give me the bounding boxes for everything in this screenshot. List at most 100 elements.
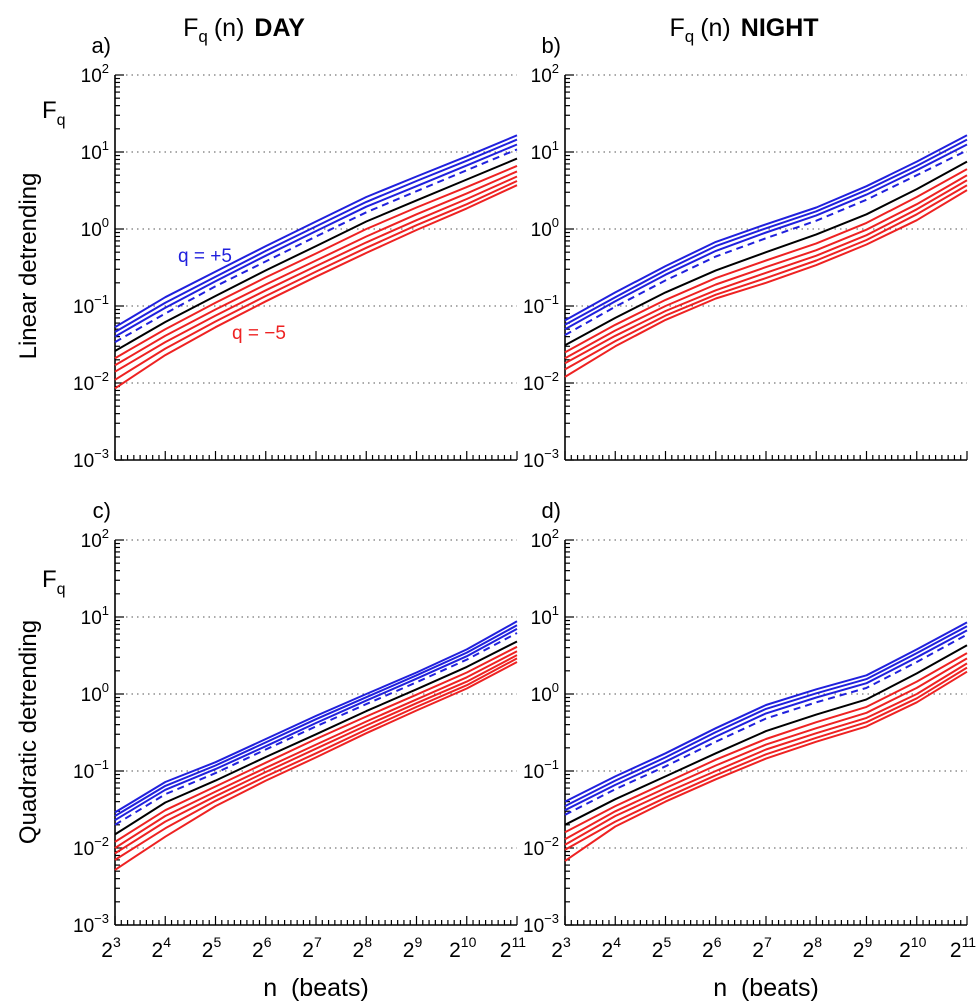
series-line-q0: [114, 640, 518, 836]
panel-label: b): [541, 33, 561, 58]
y-tick-label: 100: [81, 680, 109, 706]
x-tick-label: 211: [500, 934, 526, 962]
series-line-q-2: [114, 170, 518, 367]
x-axis-label-right: n (beats): [713, 974, 819, 1002]
series-line-q-4: [564, 184, 968, 371]
y-tick-label: 10−2: [523, 834, 559, 860]
series-line-q0: [564, 160, 968, 347]
series-line-q-4: [114, 657, 518, 861]
y-tick-label: 10−1: [523, 757, 559, 783]
panel-label: d): [541, 498, 561, 523]
y-tick-label: 102: [81, 526, 109, 552]
series-line-q5: [564, 621, 968, 803]
x-tick-label: 24: [602, 934, 622, 962]
series-line-q-3: [114, 654, 518, 855]
series-line-q4: [564, 138, 968, 326]
series-line-q-4: [564, 666, 968, 851]
x-tick-label: 29: [853, 934, 873, 962]
series-line-q4: [564, 625, 968, 807]
y-tick-label: 10−2: [73, 369, 109, 395]
series-line-q-1: [564, 168, 968, 354]
x-tick-label: 28: [803, 934, 823, 962]
x-tick-label: 25: [202, 934, 222, 962]
row-label-quadratic: Quadratic detrending: [15, 620, 42, 844]
panel-a: 10−3 10−2 10−1 100 101 102 a) q = +5 q = −5: [73, 33, 518, 472]
panel-d: 10−3 10−2 10−1 100 101 102 23 24 25 26 27 28 29 210 21…: [523, 498, 976, 962]
y-tick-label: 102: [81, 61, 109, 87]
series-line-q0: [564, 644, 968, 826]
x-tick-label: 210: [449, 934, 476, 962]
panel-label: c): [93, 498, 111, 523]
x-tick-label: 210: [899, 934, 926, 962]
y-tick-label: 10−3: [73, 446, 109, 472]
series-line-q4: [114, 624, 518, 817]
series-line-q5: [564, 134, 968, 322]
series-line-q4: [114, 138, 518, 333]
y-tick-label: 10−1: [73, 757, 109, 783]
col-title-night: Fq (n) NIGHT: [669, 14, 818, 46]
y-tick-label: 10−3: [523, 911, 559, 937]
series-line-q5: [114, 620, 518, 814]
y-tick-label: 10−1: [523, 292, 559, 318]
series-line-q2: [564, 633, 968, 816]
series-line-q3: [114, 628, 518, 821]
series-line-q-2: [564, 657, 968, 841]
panel-c: 10−3 10−2 10−1 100 101 102 23 24 25 26 27 28 29 210 21…: [73, 498, 526, 962]
series-line-q3: [564, 143, 968, 331]
y-tick-label: 10−3: [73, 911, 109, 937]
x-tick-label: 27: [752, 934, 772, 962]
series-line-q-3: [564, 662, 968, 846]
y-axis-label-bottom: Fq: [42, 566, 66, 598]
series-line-q-5: [564, 670, 968, 862]
y-tick-label: 101: [81, 138, 109, 164]
x-tick-label: 24: [152, 934, 172, 962]
x-tick-label: 26: [702, 934, 722, 962]
y-tick-label: 100: [531, 680, 559, 706]
panel-label: a): [91, 33, 111, 58]
y-tick-label: 101: [531, 603, 559, 629]
series-line-q-2: [564, 174, 968, 360]
x-tick-label: 28: [353, 934, 373, 962]
y-tick-label: 101: [531, 138, 559, 164]
series-line-q-3: [564, 179, 968, 365]
series-line-q5: [114, 134, 518, 329]
series-line-q2: [114, 632, 518, 826]
series-line-q2: [114, 148, 518, 343]
x-axis-label-left: n (beats): [263, 974, 369, 1002]
x-tick-label: 29: [403, 934, 423, 962]
y-tick-label: 102: [531, 61, 559, 87]
series-line-q-2: [114, 650, 518, 849]
series-line-q-5: [114, 184, 518, 390]
y-tick-label: 102: [531, 526, 559, 552]
series-line-q-5: [114, 661, 518, 871]
series-line-q-4: [114, 180, 518, 381]
series-line-q-1: [114, 164, 518, 360]
series-line-q0: [114, 157, 518, 352]
annotation-label: q = −5: [232, 323, 286, 344]
y-tick-label: 10−1: [73, 292, 109, 318]
series-line-q-1: [564, 652, 968, 834]
x-tick-label: 26: [252, 934, 272, 962]
series-line-q-5: [564, 189, 968, 378]
x-tick-label: 25: [652, 934, 672, 962]
x-tick-label: 27: [302, 934, 322, 962]
series-line-q3: [114, 143, 518, 338]
col-title-day: Fq (n) DAY: [183, 14, 305, 46]
y-tick-label: 10−2: [73, 834, 109, 860]
y-tick-label: 100: [81, 215, 109, 241]
series-line-q-1: [114, 645, 518, 843]
panel-b: 10−3 10−2 10−1 100 101 102 b): [523, 33, 968, 472]
series-line-q2: [564, 149, 968, 336]
series-line-q3: [564, 629, 968, 812]
x-tick-label: 23: [101, 934, 121, 962]
y-tick-label: 10−3: [523, 446, 559, 472]
row-label-linear: Linear detrending: [15, 173, 42, 360]
x-tick-label: 23: [551, 934, 571, 962]
y-tick-label: 101: [81, 603, 109, 629]
y-tick-label: 10−2: [523, 369, 559, 395]
annotation-label: q = +5: [178, 246, 232, 267]
y-axis-label-top: Fq: [42, 97, 66, 129]
y-tick-label: 100: [531, 215, 559, 241]
series-line-q-3: [114, 175, 518, 373]
